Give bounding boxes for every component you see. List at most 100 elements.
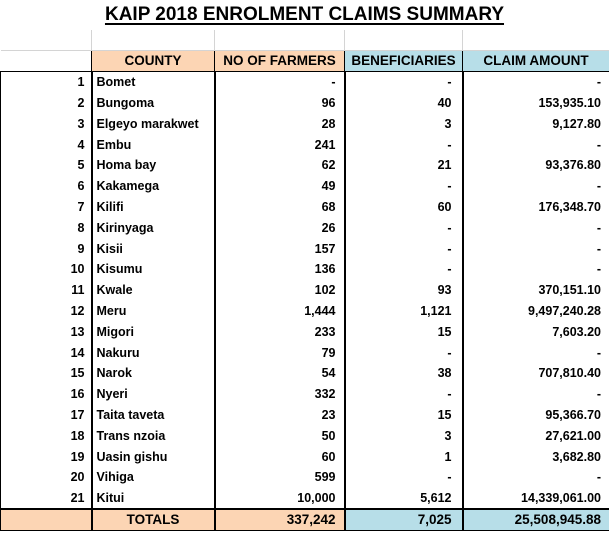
row-number-cell[interactable]: 9: [0, 238, 92, 259]
beneficiaries-cell[interactable]: 38: [344, 362, 464, 384]
farmers-cell[interactable]: 23: [214, 404, 346, 426]
county-cell[interactable]: Kisii: [90, 238, 216, 259]
blank-cell[interactable]: [344, 30, 463, 52]
county-cell[interactable]: Nakuru: [90, 342, 216, 363]
beneficiaries-cell[interactable]: -: [344, 134, 464, 155]
farmers-cell[interactable]: 49: [214, 175, 346, 197]
farmers-cell[interactable]: 332: [214, 383, 346, 405]
county-cell[interactable]: Taita taveta: [90, 404, 216, 426]
header-beneficiaries[interactable]: BENEFICIARIES: [344, 50, 463, 73]
blank-cell[interactable]: [462, 30, 609, 52]
farmers-cell[interactable]: 599: [214, 466, 346, 488]
beneficiaries-cell[interactable]: -: [344, 383, 464, 405]
row-number-cell[interactable]: 14: [0, 342, 92, 363]
claim-amount-cell[interactable]: 9,497,240.28: [462, 300, 609, 322]
claim-amount-cell[interactable]: -: [462, 466, 609, 488]
total-beneficiaries[interactable]: 7,025: [344, 507, 464, 531]
claim-amount-cell[interactable]: 3,682.80: [462, 446, 609, 467]
beneficiaries-cell[interactable]: -: [344, 217, 464, 239]
beneficiaries-cell[interactable]: 1: [344, 446, 464, 467]
row-number-cell[interactable]: 21: [0, 487, 92, 510]
row-number-cell[interactable]: 11: [0, 279, 92, 301]
row-number-cell[interactable]: 2: [0, 92, 92, 114]
total-claim-amount[interactable]: 25,508,945.88: [462, 507, 609, 531]
row-number-cell[interactable]: 6: [0, 175, 92, 197]
claim-amount-cell[interactable]: 7,603.20: [462, 321, 609, 343]
county-cell[interactable]: Kakamega: [90, 175, 216, 197]
farmers-cell[interactable]: 54: [214, 362, 346, 384]
claim-amount-cell[interactable]: -: [462, 383, 609, 405]
totals-label[interactable]: TOTALS: [90, 507, 216, 531]
claim-amount-cell[interactable]: -: [462, 134, 609, 155]
row-number-cell[interactable]: 13: [0, 321, 92, 343]
beneficiaries-cell[interactable]: 5,612: [344, 487, 464, 510]
row-number-cell[interactable]: 19: [0, 446, 92, 467]
blank-cell[interactable]: [91, 30, 215, 52]
header-county[interactable]: COUNTY: [91, 50, 215, 73]
farmers-cell[interactable]: 241: [214, 134, 346, 155]
row-number-cell[interactable]: 1: [0, 71, 92, 93]
county-cell[interactable]: Kisumu: [90, 258, 216, 280]
row-number-cell[interactable]: 3: [0, 113, 92, 135]
row-number-cell[interactable]: 16: [0, 383, 92, 405]
claim-amount-cell[interactable]: 95,366.70: [462, 404, 609, 426]
farmers-cell[interactable]: 26: [214, 217, 346, 239]
claim-amount-cell[interactable]: 153,935.10: [462, 92, 609, 114]
row-number-cell[interactable]: 7: [0, 196, 92, 218]
county-cell[interactable]: Elgeyo marakwet: [90, 113, 216, 135]
beneficiaries-cell[interactable]: -: [344, 71, 464, 93]
beneficiaries-cell[interactable]: 60: [344, 196, 464, 218]
farmers-cell[interactable]: 136: [214, 258, 346, 280]
blank-cell[interactable]: [214, 30, 345, 52]
beneficiaries-cell[interactable]: 40: [344, 92, 464, 114]
claim-amount-cell[interactable]: 176,348.70: [462, 196, 609, 218]
county-cell[interactable]: Kwale: [90, 279, 216, 301]
claim-amount-cell[interactable]: 93,376.80: [462, 154, 609, 176]
beneficiaries-cell[interactable]: -: [344, 342, 464, 363]
farmers-cell[interactable]: 60: [214, 446, 346, 467]
header-farmers[interactable]: NO OF FARMERS: [214, 50, 345, 73]
county-cell[interactable]: Trans nzoia: [90, 425, 216, 447]
claim-amount-cell[interactable]: -: [462, 258, 609, 280]
row-number-cell[interactable]: 15: [0, 362, 92, 384]
claim-amount-cell[interactable]: -: [462, 342, 609, 363]
county-cell[interactable]: Narok: [90, 362, 216, 384]
county-cell[interactable]: Vihiga: [90, 466, 216, 488]
beneficiaries-cell[interactable]: 3: [344, 425, 464, 447]
county-cell[interactable]: Uasin gishu: [90, 446, 216, 467]
farmers-cell[interactable]: -: [214, 71, 346, 93]
beneficiaries-cell[interactable]: 3: [344, 113, 464, 135]
beneficiaries-cell[interactable]: 21: [344, 154, 464, 176]
county-cell[interactable]: Nyeri: [90, 383, 216, 405]
farmers-cell[interactable]: 50: [214, 425, 346, 447]
header-number-cell[interactable]: [0, 50, 92, 73]
claim-amount-cell[interactable]: -: [462, 175, 609, 197]
farmers-cell[interactable]: 68: [214, 196, 346, 218]
row-number-cell[interactable]: 12: [0, 300, 92, 322]
farmers-cell[interactable]: 79: [214, 342, 346, 363]
claim-amount-cell[interactable]: -: [462, 238, 609, 259]
county-cell[interactable]: Bungoma: [90, 92, 216, 114]
county-cell[interactable]: Bomet: [90, 71, 216, 93]
row-number-cell[interactable]: 17: [0, 404, 92, 426]
farmers-cell[interactable]: 10,000: [214, 487, 346, 510]
beneficiaries-cell[interactable]: 93: [344, 279, 464, 301]
claim-amount-cell[interactable]: 9,127.80: [462, 113, 609, 135]
row-number-cell[interactable]: 20: [0, 466, 92, 488]
farmers-cell[interactable]: 102: [214, 279, 346, 301]
county-cell[interactable]: Migori: [90, 321, 216, 343]
blank-cell[interactable]: [0, 30, 92, 52]
beneficiaries-cell[interactable]: 15: [344, 404, 464, 426]
county-cell[interactable]: Homa bay: [90, 154, 216, 176]
claim-amount-cell[interactable]: -: [462, 71, 609, 93]
county-cell[interactable]: Meru: [90, 300, 216, 322]
farmers-cell[interactable]: 62: [214, 154, 346, 176]
farmers-cell[interactable]: 1,444: [214, 300, 346, 322]
total-farmers[interactable]: 337,242: [214, 507, 346, 531]
row-number-cell[interactable]: 5: [0, 154, 92, 176]
row-number-cell[interactable]: 4: [0, 134, 92, 155]
beneficiaries-cell[interactable]: 1,121: [344, 300, 464, 322]
claim-amount-cell[interactable]: 27,621.00: [462, 425, 609, 447]
beneficiaries-cell[interactable]: -: [344, 466, 464, 488]
beneficiaries-cell[interactable]: -: [344, 258, 464, 280]
